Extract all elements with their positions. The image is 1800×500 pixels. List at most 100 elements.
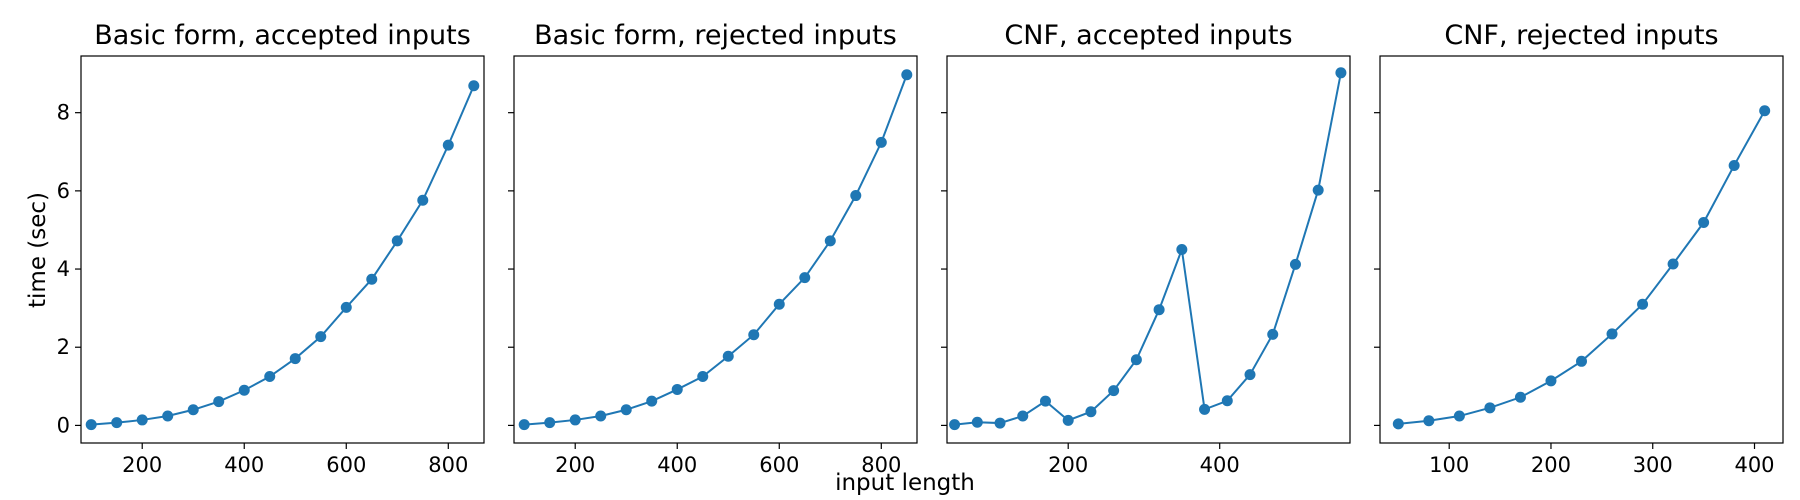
data-point [748, 329, 760, 341]
data-point [722, 350, 734, 362]
subplot-3: CNF, accepted inputs 200 400 [941, 20, 1351, 477]
data-point [850, 190, 862, 202]
data-point [971, 416, 983, 428]
subplot-title: Basic form, rejected inputs [534, 20, 897, 51]
data-point [569, 414, 581, 426]
data-point [544, 417, 556, 429]
data-point [901, 69, 913, 81]
x-tick-label: 400 [1734, 453, 1774, 477]
data-point [391, 235, 403, 247]
x-tick-label: 400 [1200, 453, 1240, 477]
x-tick-label: 200 [1531, 453, 1571, 477]
data-point [1221, 395, 1233, 407]
data-point [949, 419, 961, 431]
data-point [1453, 410, 1465, 422]
subplot-1: Basic form, accepted inputs 200 400 600 800 0… [57, 20, 485, 477]
subplot-panels: Basic form, accepted inputs 200 400 600 800 0… [57, 20, 1784, 477]
x-tick-label: 100 [1429, 453, 1469, 477]
data-point [1514, 391, 1526, 403]
data-point [1085, 406, 1097, 418]
subplot-4: CNF, rejected inputs 100 200 300 400 [1374, 20, 1784, 477]
data-point [518, 419, 530, 431]
data-point [1545, 375, 1557, 387]
y-tick-label: 0 [57, 413, 70, 437]
subplot-2: Basic form, rejected inputs 200 400 600 800 [508, 20, 918, 477]
series-line [954, 72, 1342, 426]
y-tick-label: 8 [57, 101, 70, 125]
data-point [162, 410, 174, 422]
x-tick-label: 600 [759, 453, 799, 477]
data-point [1667, 258, 1679, 270]
data-point [315, 331, 327, 343]
data-point [1017, 410, 1029, 422]
data-point [468, 80, 480, 92]
data-point [417, 194, 429, 206]
data-point [1698, 217, 1710, 229]
data-point [1153, 304, 1165, 316]
data-point [1312, 184, 1324, 196]
data-point [85, 419, 97, 431]
data-point [187, 404, 199, 416]
data-point [1392, 418, 1404, 430]
data-point [697, 371, 709, 383]
data-point [1335, 67, 1347, 79]
y-axis-label: time (sec) [25, 192, 51, 308]
data-point [824, 235, 836, 247]
plot-frame [946, 55, 1351, 444]
subplot-title: Basic form, accepted inputs [94, 20, 471, 51]
data-point [1062, 414, 1074, 426]
data-point [620, 404, 632, 416]
x-tick-label: 800 [861, 453, 901, 477]
series-line [1398, 110, 1766, 425]
x-tick-label: 200 [122, 453, 162, 477]
data-point [875, 136, 887, 148]
data-point [799, 272, 811, 284]
data-point [289, 353, 301, 365]
data-point [1039, 395, 1051, 407]
x-tick-label: 400 [657, 453, 697, 477]
x-tick-label: 400 [224, 453, 264, 477]
subplot-title: CNF, rejected inputs [1444, 20, 1718, 51]
data-point [213, 396, 225, 408]
data-point [264, 371, 276, 383]
data-point [340, 301, 352, 313]
data-point [366, 273, 378, 285]
x-tick-label: 200 [555, 453, 595, 477]
data-point [595, 410, 607, 422]
series-line [91, 85, 475, 426]
x-tick-label: 200 [1048, 453, 1088, 477]
data-point [1637, 298, 1649, 310]
data-point [136, 414, 148, 426]
y-tick-label: 4 [57, 257, 70, 281]
data-point [671, 383, 683, 395]
data-point [1576, 355, 1587, 367]
x-tick-label: 800 [428, 453, 468, 477]
y-tick-label: 6 [57, 179, 70, 203]
data-point [1199, 403, 1211, 415]
data-point [773, 298, 785, 310]
data-point [1267, 328, 1279, 340]
data-point [1176, 244, 1188, 255]
series-line [524, 74, 908, 426]
data-point [646, 395, 658, 407]
data-point [1423, 415, 1435, 427]
data-point [1289, 258, 1301, 270]
y-tick-label: 2 [57, 335, 70, 359]
x-tick-label: 300 [1633, 453, 1673, 477]
data-point [1130, 354, 1142, 366]
data-point [1244, 369, 1256, 381]
data-point [1484, 402, 1496, 414]
data-point [442, 139, 454, 151]
data-point [1606, 328, 1618, 340]
plot-frame [80, 55, 485, 444]
data-point [1759, 105, 1771, 117]
data-point [1108, 385, 1120, 397]
data-point [111, 417, 123, 429]
data-point [994, 417, 1006, 429]
x-axis-label: input length [835, 470, 975, 496]
x-tick-label: 600 [326, 453, 366, 477]
data-point [238, 384, 250, 396]
data-point [1728, 159, 1740, 171]
subplot-title: CNF, accepted inputs [1004, 20, 1292, 51]
